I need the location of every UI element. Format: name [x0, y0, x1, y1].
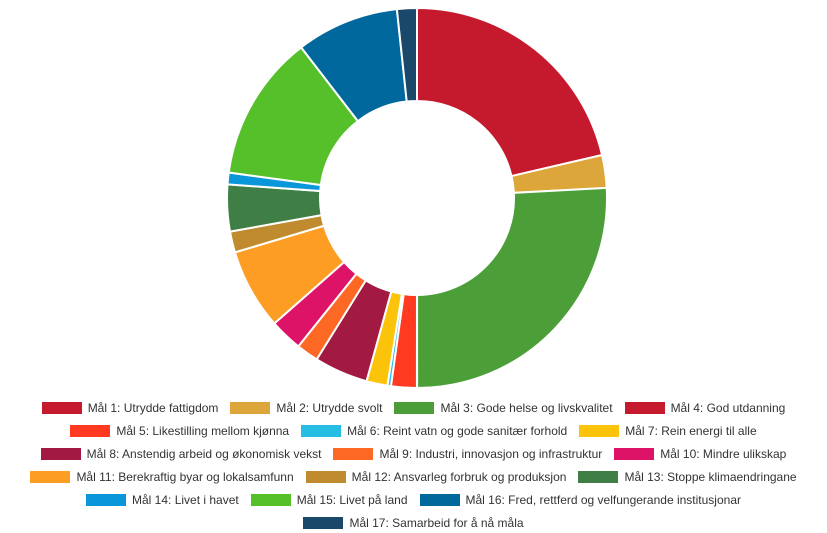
legend-item-goal-6[interactable]: Mål 6: Reint vatn og gode sanitær forhol…	[301, 421, 567, 441]
legend-swatch	[420, 494, 460, 506]
legend-item-goal-14[interactable]: Mål 14: Livet i havet	[86, 490, 239, 510]
legend-swatch	[30, 471, 70, 483]
legend-swatch	[86, 494, 126, 506]
legend-swatch	[625, 402, 665, 414]
legend-swatch	[251, 494, 291, 506]
legend-label: Mål 14: Livet i havet	[132, 490, 239, 510]
legend-swatch	[41, 448, 81, 460]
legend-swatch	[42, 402, 82, 414]
donut-slice-goal-3[interactable]	[417, 188, 607, 388]
legend-item-goal-15[interactable]: Mål 15: Livet på land	[251, 490, 408, 510]
legend-item-goal-8[interactable]: Mål 8: Anstendig arbeid og økonomisk vek…	[41, 444, 322, 464]
legend-item-goal-4[interactable]: Mål 4: God utdanning	[625, 398, 786, 418]
legend-item-goal-1[interactable]: Mål 1: Utrydde fattigdom	[42, 398, 219, 418]
donut-svg	[0, 0, 827, 395]
legend-swatch	[579, 425, 619, 437]
legend-swatch	[303, 517, 343, 529]
legend-label: Mål 13: Stoppe klimaendringane	[624, 467, 796, 487]
chart-legend: Mål 1: Utrydde fattigdom Mål 2: Utrydde s…	[0, 398, 827, 533]
legend-item-goal-9[interactable]: Mål 9: Industri, innovasjon og infrastru…	[333, 444, 602, 464]
legend-swatch	[394, 402, 434, 414]
legend-item-goal-2[interactable]: Mål 2: Utrydde svolt	[230, 398, 382, 418]
legend-item-goal-5[interactable]: Mål 5: Likestilling mellom kjønna	[70, 421, 289, 441]
legend-label: Mål 6: Reint vatn og gode sanitær forhol…	[347, 421, 567, 441]
legend-label: Mål 1: Utrydde fattigdom	[88, 398, 219, 418]
legend-item-goal-3[interactable]: Mål 3: Gode helse og livskvalitet	[394, 398, 612, 418]
legend-swatch	[333, 448, 373, 460]
legend-label: Mål 3: Gode helse og livskvalitet	[440, 398, 612, 418]
legend-swatch	[70, 425, 110, 437]
legend-label: Mål 17: Samarbeid for å nå måla	[349, 513, 523, 533]
legend-item-goal-16[interactable]: Mål 16: Fred, rettferd og velfungerande …	[420, 490, 741, 510]
legend-item-goal-17[interactable]: Mål 17: Samarbeid for å nå måla	[303, 513, 523, 533]
legend-swatch	[230, 402, 270, 414]
legend-label: Mål 16: Fred, rettferd og velfungerande …	[466, 490, 741, 510]
legend-swatch	[614, 448, 654, 460]
legend-item-goal-7[interactable]: Mål 7: Rein energi til alle	[579, 421, 756, 441]
legend-label: Mål 10: Mindre ulikskap	[660, 444, 786, 464]
legend-label: Mål 2: Utrydde svolt	[276, 398, 382, 418]
legend-swatch	[306, 471, 346, 483]
legend-label: Mål 5: Likestilling mellom kjønna	[116, 421, 289, 441]
legend-swatch	[301, 425, 341, 437]
legend-swatch	[578, 471, 618, 483]
legend-item-goal-11[interactable]: Mål 11: Berekraftig byar og lokalsamfunn	[30, 467, 293, 487]
legend-label: Mål 7: Rein energi til alle	[625, 421, 756, 441]
legend-label: Mål 11: Berekraftig byar og lokalsamfunn	[76, 467, 293, 487]
legend-label: Mål 12: Ansvarleg forbruk og produksjon	[352, 467, 567, 487]
donut-slice-goal-1[interactable]	[417, 8, 602, 176]
legend-label: Mål 15: Livet på land	[297, 490, 408, 510]
legend-label: Mål 9: Industri, innovasjon og infrastru…	[379, 444, 602, 464]
legend-label: Mål 8: Anstendig arbeid og økonomisk vek…	[87, 444, 322, 464]
legend-label: Mål 4: God utdanning	[671, 398, 786, 418]
legend-item-goal-10[interactable]: Mål 10: Mindre ulikskap	[614, 444, 786, 464]
legend-item-goal-12[interactable]: Mål 12: Ansvarleg forbruk og produksjon	[306, 467, 567, 487]
legend-item-goal-13[interactable]: Mål 13: Stoppe klimaendringane	[578, 467, 796, 487]
